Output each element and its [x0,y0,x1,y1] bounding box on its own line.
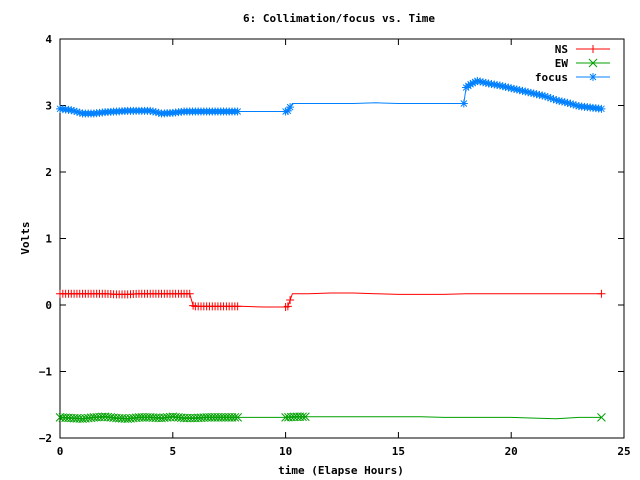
data-point-focus [473,76,482,85]
legend-marker-ns [589,45,597,53]
data-point-ns [283,302,292,311]
y-tick-label: 3 [45,100,52,113]
data-point-focus [498,82,507,91]
y-tick-label: 4 [45,33,52,46]
y-tick-label: 2 [45,166,52,179]
series-ew [55,412,606,424]
data-point-focus [572,101,581,110]
data-point-ew [230,413,240,422]
data-point-ew [300,412,310,422]
data-point-focus [151,108,160,117]
data-point-focus [538,91,547,100]
data-point-ns [286,296,295,305]
axis-ticks: 0 5 10 15 20 25 −2 −1 0 1 2 3 4 [39,33,631,458]
data-point-focus [504,83,513,92]
data-point-focus [281,107,290,116]
data-point-focus [569,100,578,109]
data-point-focus [471,78,480,87]
data-point-focus [283,106,292,115]
series-ns [56,289,606,311]
x-tick-label: 20 [505,445,518,458]
data-point-focus [535,90,544,99]
data-point-focus [466,80,475,89]
data-point-ns [189,301,198,310]
data-point-focus [507,84,516,93]
data-point-ew [298,412,307,422]
data-point-focus [286,103,295,112]
x-tick-label: 5 [169,445,176,458]
legend-label-ew: EW [555,57,569,70]
y-tick-label: −1 [39,366,53,379]
series-layer [55,76,606,424]
data-point-focus [459,99,468,108]
data-point-focus [566,99,575,108]
data-point-focus [526,88,535,97]
data-point-focus [154,108,163,117]
data-point-focus [521,87,530,96]
data-point-ew [597,413,606,422]
data-point-focus [149,107,158,116]
data-point-focus [495,81,504,90]
data-point-focus [70,106,79,115]
x-tick-label: 25 [617,445,630,458]
x-tick-label: 0 [57,445,64,458]
data-point-focus [476,77,485,86]
data-point-focus [560,98,569,107]
chart-title: 6: Collimation/focus vs. Time [243,12,435,25]
data-point-focus [481,78,490,87]
data-point-focus [72,107,81,116]
data-point-focus [515,86,524,95]
y-tick-label: 0 [45,299,52,312]
data-point-focus [597,104,606,113]
legend-marker-focus [589,73,597,81]
data-point-focus [541,92,550,101]
series-line-ns [60,292,602,308]
data-point-focus [75,108,84,117]
data-point-focus [468,79,477,88]
data-point-focus [543,93,552,102]
data-point-focus [549,95,558,104]
series-focus [56,76,606,118]
legend-marker-ew [588,58,598,68]
y-tick-label: 1 [45,233,52,246]
data-point-focus [67,106,76,115]
x-axis-label: time (Elapse Hours) [278,464,404,477]
data-point-focus [146,106,155,115]
data-point-focus [529,89,538,98]
data-point-focus [563,98,572,107]
data-point-focus [546,94,555,103]
data-point-ew [233,413,243,422]
data-point-ns [233,302,242,311]
data-point-focus [524,88,533,97]
y-tick-label: −2 [39,432,52,445]
data-point-ns [597,289,606,298]
data-point-focus [512,85,521,94]
data-point-focus [532,90,541,99]
data-point-focus [518,86,527,95]
x-tick-label: 10 [279,445,292,458]
legend-label-ns: NS [555,43,568,56]
data-point-focus [557,97,566,106]
data-point-focus [552,96,561,105]
legend-label-focus: focus [535,71,568,84]
data-point-focus [510,84,519,93]
data-point-focus [555,96,564,105]
y-axis-label: Volts [19,221,32,254]
x-tick-label: 15 [392,445,405,458]
data-point-ns [185,289,194,298]
data-point-focus [233,107,242,116]
data-point-focus [501,82,510,91]
data-point-focus [479,78,487,87]
